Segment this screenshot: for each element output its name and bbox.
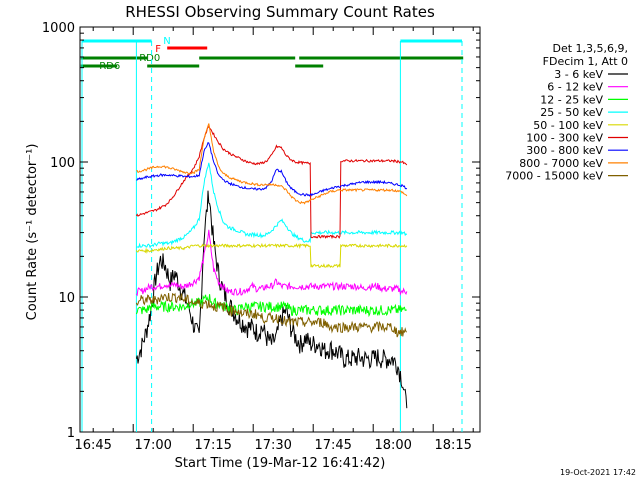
series-line-3: [135, 294, 407, 318]
series-line-8: [136, 123, 408, 205]
x-tick-label: 17:15: [194, 438, 231, 453]
n-flag-label: N: [163, 36, 170, 47]
legend-label: 800 - 7000 keV: [519, 157, 603, 170]
x-axis-label: Start Time (19-Mar-12 16:41:42): [175, 456, 386, 471]
series-line-6: [135, 126, 408, 240]
y-axis-label: Count Rate (s⁻¹ detector⁻¹): [25, 144, 40, 321]
series-group: [135, 123, 408, 409]
series-line-1: [135, 190, 408, 409]
x-tick-label: 17:45: [314, 438, 351, 453]
legend-header-line-1: Det 1,3,5,6,9,: [552, 42, 628, 55]
timestamp: 19-Oct-2021 17:42: [560, 468, 636, 477]
legend-label: 7000 - 15000 keV: [505, 170, 603, 183]
legend: Det 1,3,5,6,9, FDecim 1, Att 0 3 - 6 keV…: [505, 42, 628, 183]
series-line-7: [136, 142, 408, 197]
legend-label: 100 - 300 keV: [526, 132, 603, 145]
rd0-flag-label: RD0: [139, 53, 160, 64]
series-line-4: [136, 162, 408, 249]
series-line-9: [135, 292, 408, 338]
time-markers: [81, 41, 463, 432]
plot-frame: [79, 26, 481, 433]
y-axis-ticks: 1 10 100 1000: [42, 21, 480, 441]
series-line-2: [135, 229, 408, 297]
f-flag-label: F: [155, 44, 161, 55]
chart-title: RHESSI Observing Summary Count Rates: [125, 3, 435, 21]
legend-label: 12 - 25 keV: [540, 93, 603, 106]
x-tick-label: 18:15: [434, 438, 471, 453]
x-axis-ticks: 16:45 17:00 17:15 17:30 17:45 18:00 18:15: [74, 27, 474, 453]
legend-label: 50 - 100 keV: [533, 119, 603, 132]
y-tick-label: 1000: [42, 21, 75, 36]
y-tick-label: 100: [50, 156, 75, 171]
x-tick-label: 18:00: [374, 438, 411, 453]
x-tick-label: 17:00: [134, 438, 171, 453]
x-tick-label: 17:30: [254, 438, 291, 453]
legend-label: 300 - 800 keV: [526, 144, 603, 157]
y-tick-label: 10: [58, 291, 75, 306]
legend-header-line-2: FDecim 1, Att 0: [543, 55, 628, 68]
rd6-flag-label: RD6: [99, 61, 120, 72]
x-tick-label: 16:45: [74, 438, 111, 453]
y-tick-label: 1: [67, 426, 75, 441]
legend-label: 25 - 50 keV: [540, 106, 603, 119]
legend-label: 3 - 6 keV: [554, 68, 603, 81]
series-line-5: [135, 242, 408, 269]
legend-label: 6 - 12 keV: [547, 81, 603, 94]
